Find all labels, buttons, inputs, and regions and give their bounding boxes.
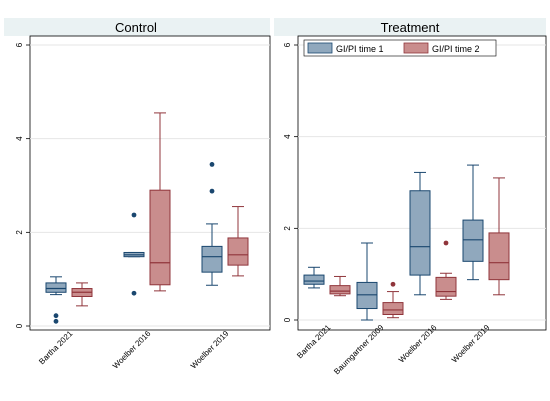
box-2-3 (227, 206, 249, 277)
iqr-box (149, 189, 171, 286)
box-1-2 (356, 242, 378, 321)
iqr-box (201, 245, 223, 273)
iqr-box (382, 302, 404, 316)
iqr-box (435, 276, 457, 297)
outlier-point (53, 318, 59, 324)
legend-swatch-time-1 (307, 42, 333, 54)
legend-label-time-1: GI/PI time 1 (336, 44, 384, 54)
y-tick-label: 2 (283, 226, 292, 231)
legend-swatch-time-2 (403, 42, 429, 54)
legend: GI/PI time 1 GI/PI time 2 (303, 39, 497, 57)
boxes (45, 112, 249, 324)
panel-title-strip (274, 18, 546, 36)
y-axis-ticks: 0 2 4 6 (283, 42, 298, 322)
box-1-1 (303, 266, 325, 289)
outlier-point (53, 313, 59, 319)
y-tick-label: 0 (283, 317, 292, 322)
iqr-box (329, 285, 351, 295)
box-1-4 (462, 164, 484, 281)
outlier-point (131, 290, 137, 296)
legend-frame (303, 39, 497, 57)
y-tick-label: 6 (15, 42, 24, 47)
iqr-box (356, 281, 378, 310)
box-1-1 (45, 276, 67, 324)
box-1-2 (123, 212, 145, 296)
plot-area (297, 35, 547, 331)
iqr-box (45, 282, 67, 293)
y-tick-label: 4 (15, 136, 24, 141)
panel-title: Treatment (381, 20, 440, 35)
box-2-3 (435, 240, 457, 300)
box-2-4 (488, 177, 510, 296)
box-2-2 (149, 112, 171, 292)
iqr-box (488, 232, 510, 281)
outlier-point (443, 240, 449, 246)
panel-title-strip (4, 18, 270, 36)
outlier-point (390, 281, 396, 287)
outlier-point (209, 162, 215, 167)
y-tick-label: 2 (15, 230, 24, 235)
box-1-3 (409, 171, 431, 296)
iqr-box (303, 274, 325, 285)
y-tick-label: 4 (283, 134, 292, 139)
panel-title: Control (115, 20, 157, 35)
iqr-box (227, 237, 249, 266)
box-2-1 (71, 282, 93, 307)
boxes (303, 164, 510, 321)
box-1-3 (201, 162, 223, 286)
y-tick-label: 0 (15, 323, 24, 328)
legend-label-time-2: GI/PI time 2 (432, 44, 480, 54)
iqr-box (409, 190, 431, 276)
y-axis-ticks: 0 2 4 6 (15, 42, 30, 328)
y-tick-label: 6 (283, 42, 292, 47)
grid-lines (30, 44, 270, 327)
box-2-2 (382, 281, 404, 319)
outlier-point (209, 188, 215, 194)
box-2-1 (329, 275, 351, 297)
outlier-point (131, 212, 137, 218)
iqr-box (462, 219, 484, 262)
